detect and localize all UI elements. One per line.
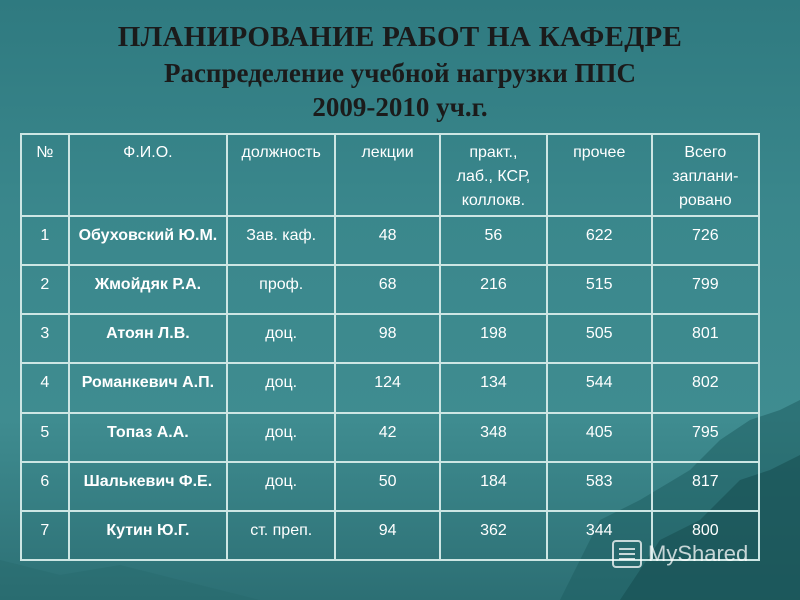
cell-fio: Жмойдяк Р.А. — [67, 264, 229, 316]
table-row: 5 Топаз А.А. доц. 42 348 405 795 — [20, 411, 761, 463]
cell-lectures: 48 — [334, 214, 442, 267]
cell-total: 802 — [650, 362, 761, 414]
slide-subtitle: Распределение учебной нагрузки ППС — [163, 58, 637, 88]
cell-practice: 198 — [439, 313, 548, 365]
cell-practice: 216 — [439, 264, 548, 316]
header-fio: Ф.И.О. — [67, 133, 229, 217]
cell-num: 3 — [20, 313, 70, 365]
cell-total: 726 — [650, 214, 761, 267]
cell-position: Зав. каф. — [226, 214, 337, 267]
cell-lectures: 68 — [334, 264, 442, 316]
cell-position: доц. — [226, 362, 337, 414]
cell-num: 4 — [20, 362, 70, 414]
cell-fio: Кутин Ю.Г. — [67, 509, 229, 562]
cell-lectures: 124 — [334, 362, 442, 414]
cell-fio: Романкевич А.П. — [67, 362, 229, 414]
cell-practice: 56 — [439, 214, 548, 267]
cell-num: 5 — [20, 411, 70, 463]
cell-total: 799 — [650, 264, 761, 316]
cell-other: 515 — [545, 264, 653, 316]
table-row: 6 Шалькевич Ф.Е. доц. 50 184 583 817 — [20, 460, 761, 512]
cell-practice: 362 — [439, 509, 548, 562]
cell-num: 6 — [20, 460, 70, 512]
cell-other: 544 — [545, 362, 653, 414]
cell-other: 505 — [545, 313, 653, 365]
cell-num: 7 — [20, 509, 70, 562]
slide-title: ПЛАНИРОВАНИЕ РАБОТ НА КАФЕДРЕ — [117, 21, 683, 53]
header-total-line2: заплани- — [672, 168, 739, 185]
table-row: 2 Жмойдяк Р.А. проф. 68 216 515 799 — [20, 264, 761, 316]
slide-titles: ПЛАНИРОВАНИЕ РАБОТ НА КАФЕДРЕ Распределе… — [0, 18, 800, 124]
header-total: Всего заплани- ровано — [650, 133, 761, 217]
header-total-line1: Всего — [684, 144, 727, 161]
cell-position: проф. — [226, 264, 337, 316]
table-row: 3 Атоян Л.В. доц. 98 198 505 801 — [20, 313, 761, 365]
header-practice: практ., лаб., КСР, коллокв. — [439, 133, 548, 217]
slide-year: 2009-2010 уч.г. — [312, 92, 488, 122]
table-row: 4 Романкевич А.П. доц. 124 134 544 802 — [20, 362, 761, 414]
header-position: должность — [226, 133, 337, 217]
cell-other: 405 — [545, 411, 653, 463]
table-row: 1 Обуховский Ю.М. Зав. каф. 48 56 622 72… — [20, 214, 761, 267]
cell-lectures: 50 — [334, 460, 442, 512]
cell-practice: 134 — [439, 362, 548, 414]
cell-position: доц. — [226, 460, 337, 512]
cell-other: 583 — [545, 460, 653, 512]
cell-position: доц. — [226, 411, 337, 463]
header-practice-line1: практ., — [469, 144, 518, 161]
cell-total: 795 — [650, 411, 761, 463]
cell-lectures: 42 — [334, 411, 442, 463]
cell-lectures: 98 — [334, 313, 442, 365]
header-practice-line3: коллокв. — [461, 192, 526, 209]
cell-position: ст. преп. — [226, 509, 337, 562]
header-num: № — [20, 133, 70, 217]
cell-num: 1 — [20, 214, 70, 267]
cell-fio: Атоян Л.В. — [67, 313, 229, 365]
cell-fio: Шалькевич Ф.Е. — [67, 460, 229, 512]
cell-total: 800 — [650, 509, 761, 562]
cell-num: 2 — [20, 264, 70, 316]
presentation-icon — [612, 540, 642, 568]
cell-lectures: 94 — [334, 509, 442, 562]
watermark-text: MyShared — [648, 541, 749, 566]
cell-position: доц. — [226, 313, 337, 365]
header-total-line3: ровано — [678, 192, 732, 209]
cell-other: 344 — [545, 509, 653, 562]
cell-practice: 184 — [439, 460, 548, 512]
teaching-load-table: № Ф.И.О. должность лекции практ., лаб., … — [20, 133, 761, 562]
cell-total: 801 — [650, 313, 761, 365]
cell-fio: Топаз А.А. — [67, 411, 229, 463]
header-practice-line2: лаб., КСР, — [456, 168, 531, 185]
cell-fio: Обуховский Ю.М. — [67, 214, 229, 267]
header-lectures: лекции — [334, 133, 442, 217]
watermark: MyShared — [612, 540, 748, 568]
cell-other: 622 — [545, 214, 653, 267]
cell-practice: 348 — [439, 411, 548, 463]
header-other: прочее — [545, 133, 653, 217]
cell-total: 817 — [650, 460, 761, 512]
table-header-row: № Ф.И.О. должность лекции практ., лаб., … — [20, 133, 761, 217]
table-row: 7 Кутин Ю.Г. ст. преп. 94 362 344 800 — [20, 509, 761, 562]
